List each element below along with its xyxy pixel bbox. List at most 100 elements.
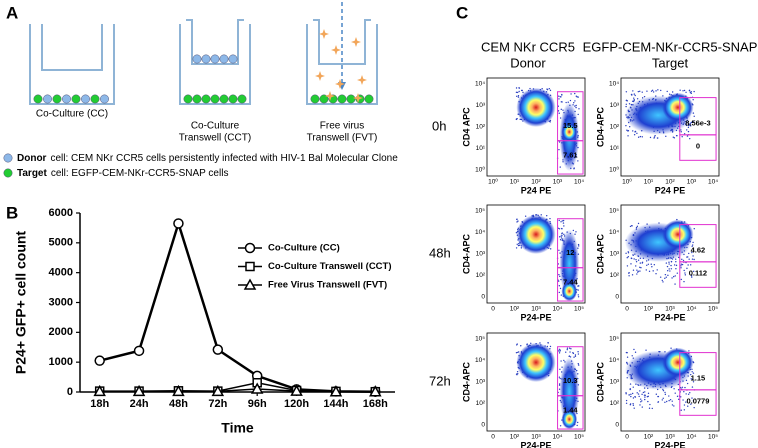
event — [516, 117, 518, 120]
y-tick-label: 10² — [610, 124, 620, 131]
event — [693, 228, 695, 230]
plot-x-label: P24-PE — [654, 440, 685, 448]
y-tick-label: 10⁴ — [475, 81, 485, 88]
event — [686, 267, 688, 270]
plot-x-label: P24-PE — [654, 312, 685, 322]
legend-marker — [243, 278, 257, 290]
event — [574, 354, 577, 356]
event — [693, 90, 695, 93]
y-tick-label: 10⁴ — [475, 229, 485, 236]
cluster — [662, 347, 694, 378]
event — [566, 347, 569, 349]
event — [641, 91, 643, 93]
event — [687, 256, 689, 258]
y-tick-label: 5000 — [49, 237, 73, 249]
event — [680, 263, 683, 265]
plot-y-label: CD4-APC — [461, 362, 471, 403]
event — [688, 90, 691, 92]
event — [633, 134, 636, 136]
cluster — [516, 342, 556, 382]
event — [563, 359, 565, 362]
x-tick-label: 48h — [169, 398, 188, 410]
insert — [313, 19, 371, 65]
event — [628, 272, 630, 274]
event — [631, 392, 634, 395]
event — [657, 395, 660, 398]
event — [515, 352, 518, 354]
x-tick-label: 0 — [625, 306, 629, 313]
event — [626, 100, 629, 102]
event — [645, 269, 647, 271]
event — [668, 93, 671, 95]
event — [691, 244, 694, 246]
x-tick-label: 0 — [491, 434, 495, 441]
event — [574, 105, 576, 107]
event — [560, 96, 562, 98]
event — [517, 351, 519, 354]
event — [664, 391, 666, 394]
event — [559, 287, 562, 290]
cell — [71, 94, 81, 104]
y-tick-label: 10² — [610, 272, 620, 279]
legend-entry: Target cell: EGFP-CEM-NKr-CCR5-SNAP cells — [17, 168, 228, 179]
gate — [679, 389, 717, 416]
gate-value: 1.15 — [691, 374, 706, 383]
density — [624, 347, 696, 411]
gate — [679, 261, 717, 288]
event — [635, 258, 637, 261]
event — [563, 225, 565, 227]
y-tick-label: 10³ — [476, 251, 486, 258]
event — [577, 294, 579, 296]
event — [628, 103, 631, 105]
event — [641, 261, 644, 264]
legend-marker — [245, 261, 255, 272]
event — [635, 261, 638, 263]
event — [516, 221, 518, 223]
column-header: Target — [652, 55, 689, 70]
event — [549, 217, 551, 220]
cell — [3, 168, 13, 178]
cell — [52, 94, 62, 104]
event — [683, 409, 686, 411]
event — [516, 243, 518, 246]
well-label: Co-Culture — [191, 121, 240, 132]
virus — [319, 29, 329, 39]
event — [573, 102, 575, 104]
event — [646, 90, 648, 92]
y-tick-label: 2000 — [49, 326, 73, 338]
event — [520, 345, 522, 347]
event — [675, 134, 678, 137]
event — [689, 122, 691, 125]
event — [657, 89, 659, 91]
event — [684, 272, 686, 274]
data-point — [212, 344, 224, 355]
event — [639, 266, 641, 269]
event — [577, 96, 579, 98]
row-label: 72h — [429, 373, 451, 388]
event — [671, 91, 674, 93]
event — [633, 93, 635, 95]
event — [690, 403, 692, 405]
event — [625, 252, 627, 254]
gate-value: 4.62 — [691, 246, 706, 255]
event — [634, 351, 637, 353]
event — [632, 269, 635, 271]
cluster — [561, 281, 578, 302]
event — [637, 222, 640, 225]
plot-x-label: P24 PE — [521, 185, 552, 195]
event — [692, 270, 695, 273]
plot-y-label: CD4-APC — [461, 234, 471, 275]
event — [675, 268, 677, 270]
gate — [557, 267, 584, 302]
event — [638, 395, 640, 398]
event — [575, 104, 577, 107]
gate — [557, 395, 584, 430]
event — [687, 405, 689, 407]
event — [561, 101, 563, 103]
event — [631, 100, 634, 102]
event — [692, 381, 695, 383]
event — [650, 90, 653, 92]
event — [625, 351, 628, 354]
y-tick-label: 10¹ — [610, 145, 620, 152]
